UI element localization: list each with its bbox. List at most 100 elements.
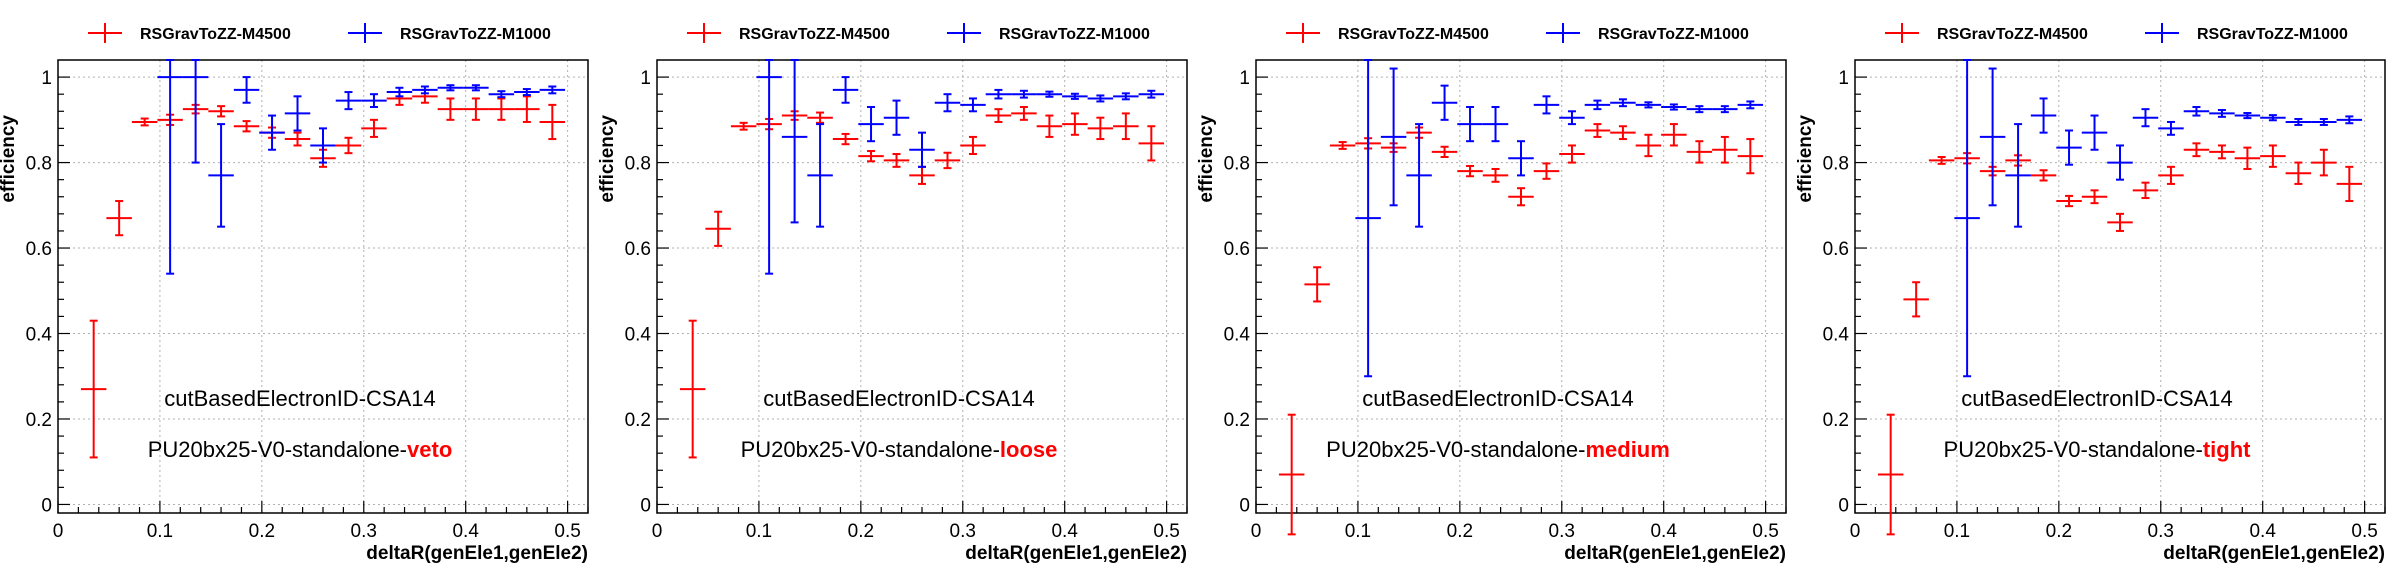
legend: RSGravToZZ-M4500 RSGravToZZ-M1000 [88,23,551,43]
data-point [182,59,209,164]
data-point [80,319,107,459]
data-point [1559,110,1585,126]
y-tick-label: 0.6 [625,239,651,260]
data-point [807,111,833,124]
chart-panel-veto: 0 0.1 0.2 0.3 0.4 0.5deltaR(genEle1,genEle2)0… [0,23,589,564]
data-point [2107,144,2133,181]
y-tick-label: 0.4 [26,325,53,346]
data-point [361,93,387,109]
data-point [858,106,884,143]
data-point [807,123,833,228]
y-axis-title: efficiency [597,115,618,203]
series-red [1278,123,1764,536]
data-point [1113,112,1139,141]
legend-label: RSGravToZZ-M4500 [1338,26,1489,43]
data-point [756,59,782,275]
data-point [463,84,489,92]
series-blue [756,59,1165,275]
y-tick-label: 0 [41,495,52,516]
annotation-line1: cutBasedElectronID-CSA14 [1961,386,2232,411]
x-tick-label: 0.4 [2249,521,2276,542]
x-tick-label: 0 [53,521,64,542]
y-tick-label: 0.8 [1224,154,1250,175]
data-point [2234,111,2261,120]
data-point [208,123,234,228]
data-point [1062,112,1088,136]
data-point [514,95,540,123]
data-point [284,131,311,147]
data-point [2030,97,2057,134]
data-point [730,121,757,131]
chart-panel-tight: 0 0.1 0.2 0.3 0.4 0.5deltaR(genEle1,genEle2)0… [1795,23,2386,564]
data-point [2081,189,2108,205]
legend-label: RSGravToZZ-M4500 [739,26,890,43]
y-tick-label: 0.2 [625,410,651,431]
data-point [437,84,464,92]
data-point [361,118,387,138]
legend-item: RSGravToZZ-M4500 [687,23,890,43]
y-axis: 0 0.2 0.4 0.6 0.8 1 efficiency [0,68,70,516]
legend-item: RSGravToZZ-M4500 [1286,23,1489,43]
data-point [2285,161,2312,185]
x-tick-label: 0.4 [452,521,479,542]
annotation-working-point: veto [407,437,452,462]
y-tick-label: 1 [41,68,52,89]
x-tick-label: 0.3 [351,521,377,542]
y-tick-label: 0.4 [1823,325,1850,346]
legend: RSGravToZZ-M4500 RSGravToZZ-M1000 [1286,23,1749,43]
annotation-working-point: tight [2203,437,2251,462]
x-tick-label: 0.5 [1153,521,1179,542]
data-point [934,93,961,113]
data-point [1304,266,1330,303]
data-point [985,88,1012,100]
data-point [2056,129,2082,166]
data-point [106,200,132,237]
x-tick-label: 0.2 [249,521,275,542]
data-point [2183,142,2210,158]
data-point [488,90,515,99]
y-tick-label: 0 [640,495,651,516]
series-blue [1355,59,1764,378]
data-point [1355,59,1381,378]
y-tick-label: 0.2 [1224,410,1250,431]
data-point [157,59,183,275]
data-point [2005,123,2031,228]
annotation-line2: PU20bx25-V0-standalone-veto [148,437,453,462]
data-point [1036,90,1063,98]
data-point [1457,106,1483,143]
data-point [1610,125,1636,141]
data-point [2234,146,2261,170]
y-tick-label: 1 [1239,68,1250,89]
data-point [131,117,158,127]
data-point [909,131,935,168]
y-tick-label: 0.2 [1823,410,1849,431]
x-tick-label: 0.2 [1447,521,1473,542]
annotation-prefix: PU20bx25-V0-standalone- [148,437,407,462]
data-point [909,165,935,185]
data-point [1457,164,1483,178]
data-point [2081,114,2108,151]
data-point [832,132,859,146]
x-axis-title: deltaR(genEle1,genEle2) [1564,543,1786,564]
data-point [1087,116,1114,141]
data-point [858,150,884,163]
data-point [1138,89,1165,99]
data-point [1610,98,1636,108]
data-point [284,95,311,132]
legend-label: RSGravToZZ-M1000 [1598,26,1749,43]
data-point [2132,108,2159,128]
y-tick-label: 0 [1239,495,1250,516]
x-tick-label: 0.4 [1051,521,1078,542]
data-point [208,105,234,118]
data-point [335,91,362,111]
data-point [1635,101,1662,109]
y-tick-label: 0.2 [26,410,52,431]
data-point [1712,105,1738,114]
data-point [883,153,910,168]
data-point [514,88,540,97]
data-point [985,108,1012,123]
annotation-prefix: PU20bx25-V0-standalone- [1326,437,1585,462]
x-axis-title: deltaR(genEle1,genEle2) [965,543,1187,564]
